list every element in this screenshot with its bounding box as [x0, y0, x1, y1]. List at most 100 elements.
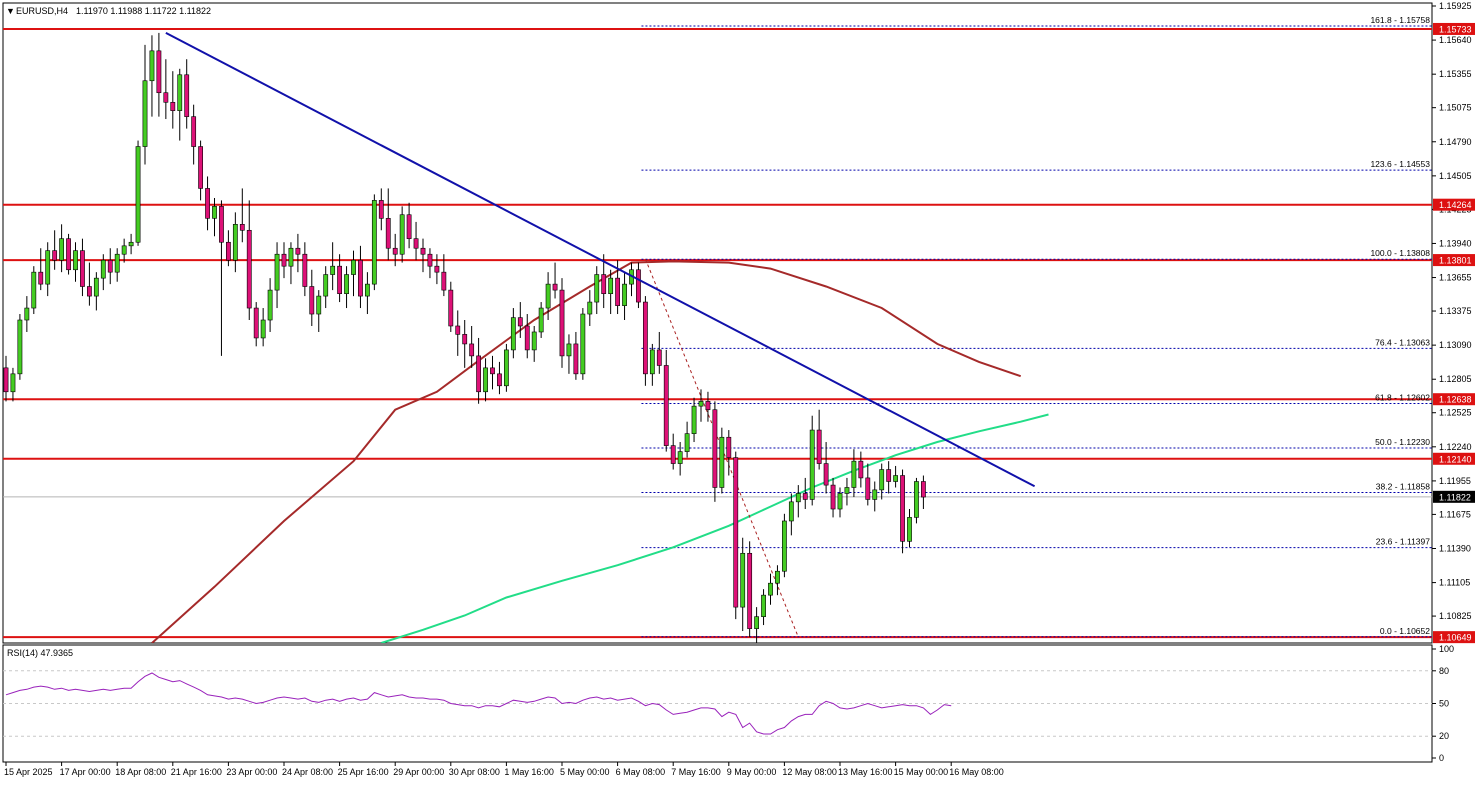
candle[interactable]: [663, 349, 669, 452]
candle[interactable]: [823, 442, 829, 494]
candle[interactable]: [205, 176, 210, 231]
candle[interactable]: [517, 302, 523, 338]
candle[interactable]: [670, 433, 676, 470]
candle[interactable]: [302, 242, 308, 297]
candle[interactable]: [754, 607, 759, 643]
candle[interactable]: [323, 266, 329, 309]
candle[interactable]: [552, 262, 558, 299]
candle[interactable]: [10, 367, 16, 402]
candle[interactable]: [344, 266, 349, 309]
candle[interactable]: [872, 481, 878, 512]
candle[interactable]: [719, 427, 725, 494]
candle[interactable]: [594, 266, 600, 315]
candle[interactable]: [198, 140, 203, 201]
candle[interactable]: [3, 355, 9, 402]
candle[interactable]: [476, 337, 481, 404]
candle[interactable]: [865, 463, 871, 506]
main-plot[interactable]: 161.8 - 1.15758 123.6 - 1.14553 100.0 - 1.…: [3, 15, 1432, 643]
candle[interactable]: [677, 442, 683, 476]
candle[interactable]: [274, 242, 280, 309]
candle[interactable]: [900, 469, 905, 554]
candle[interactable]: [288, 242, 294, 285]
candle[interactable]: [232, 212, 238, 273]
candle[interactable]: [684, 421, 690, 458]
candle[interactable]: [226, 230, 231, 267]
candle[interactable]: [385, 188, 391, 261]
candle[interactable]: [545, 272, 551, 321]
candle[interactable]: [52, 230, 58, 270]
candle[interactable]: [316, 290, 322, 332]
candle[interactable]: [309, 269, 315, 326]
candle[interactable]: [121, 238, 127, 263]
candle[interactable]: [170, 71, 176, 129]
candle[interactable]: [844, 477, 850, 506]
candle[interactable]: [107, 248, 113, 285]
candle[interactable]: [524, 314, 530, 359]
candle[interactable]: [733, 451, 739, 620]
candle[interactable]: [73, 242, 78, 282]
candle[interactable]: [219, 200, 224, 356]
candle[interactable]: [726, 430, 732, 476]
candle[interactable]: [510, 308, 516, 359]
candle[interactable]: [260, 308, 266, 347]
candle[interactable]: [622, 272, 627, 321]
candle[interactable]: [142, 44, 148, 165]
candle[interactable]: [135, 140, 141, 246]
candle[interactable]: [295, 233, 301, 273]
candle[interactable]: [587, 290, 593, 326]
candle[interactable]: [775, 565, 780, 596]
candle[interactable]: [809, 415, 815, 506]
candle[interactable]: [858, 451, 864, 488]
candle[interactable]: [93, 272, 99, 311]
candle[interactable]: [24, 296, 30, 332]
candle[interactable]: [483, 358, 488, 402]
candle[interactable]: [448, 281, 454, 332]
candle[interactable]: [406, 202, 412, 249]
candles[interactable]: [3, 32, 926, 643]
candle[interactable]: [163, 59, 169, 120]
candle[interactable]: [351, 250, 356, 297]
candle[interactable]: [705, 391, 711, 422]
candle[interactable]: [17, 314, 23, 380]
candle[interactable]: [837, 487, 843, 518]
candle[interactable]: [816, 409, 822, 470]
candle[interactable]: [434, 254, 440, 285]
candle[interactable]: [788, 493, 794, 536]
candle[interactable]: [427, 248, 433, 279]
candle[interactable]: [281, 242, 287, 279]
candle[interactable]: [184, 59, 190, 129]
candle[interactable]: [246, 200, 252, 321]
candle[interactable]: [566, 334, 572, 374]
candle[interactable]: [239, 188, 245, 243]
candle[interactable]: [371, 194, 377, 291]
candle[interactable]: [573, 331, 579, 380]
rsi-panel[interactable]: [3, 670, 1432, 737]
candle[interactable]: [503, 343, 509, 392]
candle[interactable]: [462, 320, 468, 368]
candle[interactable]: [469, 325, 475, 368]
candle[interactable]: [608, 269, 614, 315]
candle[interactable]: [455, 310, 461, 356]
candle[interactable]: [698, 389, 704, 422]
candle[interactable]: [691, 397, 697, 443]
candle[interactable]: [114, 248, 120, 282]
candle[interactable]: [378, 188, 384, 231]
candle[interactable]: [330, 242, 336, 291]
candle[interactable]: [80, 238, 85, 297]
candle[interactable]: [156, 32, 162, 117]
candle[interactable]: [177, 68, 183, 141]
candle[interactable]: [392, 233, 398, 267]
candle[interactable]: [337, 254, 342, 303]
candle[interactable]: [795, 485, 801, 518]
candle[interactable]: [38, 248, 44, 291]
candle[interactable]: [712, 401, 718, 502]
candle[interactable]: [497, 361, 502, 395]
candle[interactable]: [601, 254, 607, 309]
candle[interactable]: [531, 325, 537, 362]
candle[interactable]: [31, 266, 37, 315]
candle[interactable]: [253, 302, 259, 347]
candle[interactable]: [441, 254, 447, 297]
candle[interactable]: [59, 224, 64, 273]
candle[interactable]: [399, 206, 405, 263]
candle[interactable]: [768, 573, 773, 605]
